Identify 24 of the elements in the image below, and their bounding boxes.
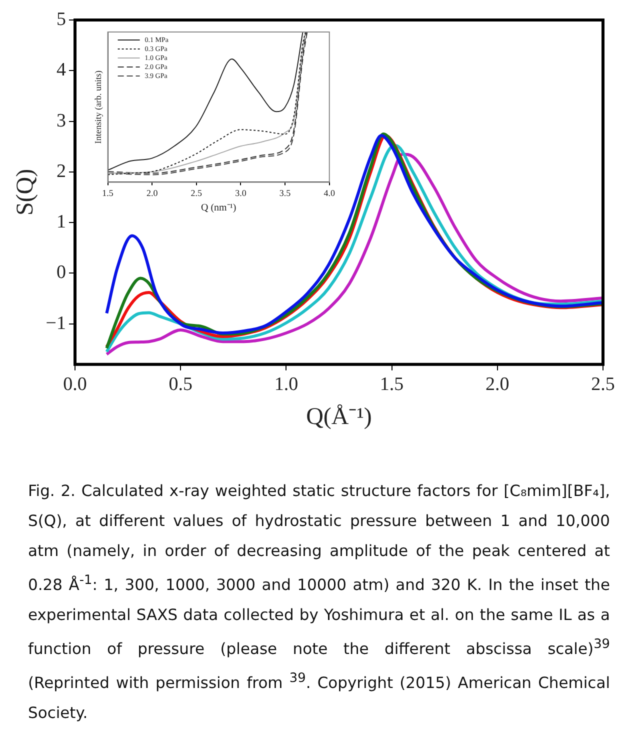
text: Fig. 2. Calculated x-ray weighted static structure factors for [C₈mim][BF₄], S(Q), at different values of hydrostatic pressure between 1 and 10,000 atm (namely, in order of decreasing amplitude of the peak centered at 0.28 Å$^{-1}$: 1, 300, 1000, 3000 and 10000 atm) and 320 K. In the inset the experimental SAXS data collected by Yoshimura et al. on the same IL as a function of pressure (please note the different abscissa scale)$^{39}$ (Reprinted with permission from $^{39}$. Copyright (2015) American Chemical Society. <box>28 482 610 722</box>
x-tick-label: 0.5 <box>168 374 192 395</box>
x-tick-label: 2.0 <box>486 374 510 395</box>
y-tick-label: 1 <box>56 212 66 233</box>
y-axis-title: Intensity (arb. units) <box>92 70 103 144</box>
y-tick-label: −1 <box>46 312 66 334</box>
x-tick-label: 2.5 <box>190 188 203 198</box>
y-tick-label: 2 <box>56 160 66 182</box>
x-axis-title: Q (nm⁻¹) <box>201 202 236 214</box>
x-tick-label: 2.0 <box>146 188 158 198</box>
x-tick-label: 4.0 <box>324 188 336 198</box>
y-axis-title: S(Q) <box>12 168 39 216</box>
x-tick-label: 3.5 <box>279 188 292 198</box>
x-tick-label: 1.5 <box>380 374 404 395</box>
x-tick-label: 3.0 <box>235 188 247 198</box>
y-tick-label: 4 <box>56 60 67 81</box>
x-tick-label: 1.5 <box>102 188 114 198</box>
y-tick-label: 5 <box>56 8 66 30</box>
x-tick-label: 1.0 <box>274 374 298 395</box>
x-axis-title: Q(Å⁻¹) <box>306 404 372 430</box>
y-tick-label: 0 <box>56 262 66 284</box>
y-tick-label: 3 <box>56 110 66 132</box>
x-tick-label: 2.5 <box>591 374 615 395</box>
x-tick-label: 0.0 <box>63 374 87 395</box>
